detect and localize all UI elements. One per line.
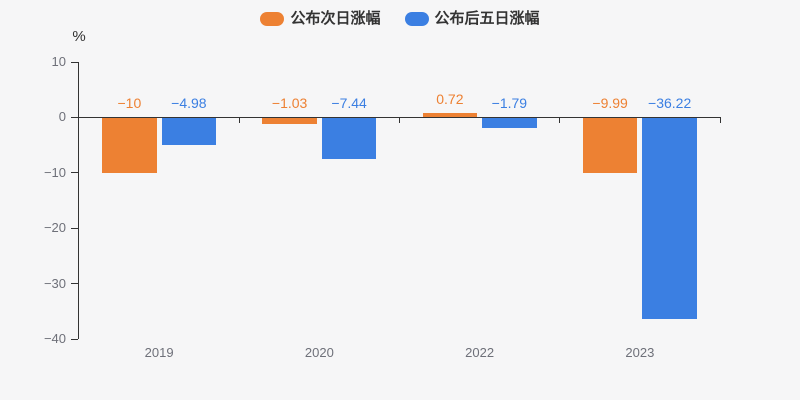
bar-公布次日涨幅-2022[interactable] [422, 113, 478, 118]
legend-label-next-day-change: 公布次日涨幅 [290, 10, 381, 27]
x-axis-tick [399, 117, 400, 124]
legend-label-five-day-change: 公布后五日涨幅 [434, 10, 540, 27]
bar-公布后五日涨幅-2019[interactable] [161, 117, 217, 146]
bar-公布后五日涨幅-2022[interactable] [482, 117, 537, 128]
x-axis-category-label: 2020 [304, 345, 334, 360]
bar-value-label: −1.79 [491, 95, 528, 112]
bar-value-label: −4.98 [171, 95, 207, 112]
bar-公布次日涨幅-2023[interactable] [582, 117, 638, 174]
y-axis-tick-label: −40 [43, 331, 66, 346]
x-axis-tick [238, 117, 240, 124]
x-axis-category-label: 2023 [625, 345, 655, 360]
bar-公布次日涨幅-2020[interactable] [262, 117, 317, 124]
y-axis-line [78, 62, 79, 339]
bar-value-label: 0.72 [436, 91, 464, 108]
y-axis-tick-label: 0 [58, 109, 66, 125]
legend-swatch-orange-icon [260, 12, 285, 26]
y-axis-tick [71, 338, 78, 340]
x-axis-tick [559, 117, 561, 124]
bar-value-label: −10 [117, 95, 142, 112]
bar-value-label: −1.03 [271, 95, 308, 112]
legend-item-next-day-change[interactable]: 公布次日涨幅 [260, 10, 381, 27]
y-axis-tick [71, 172, 78, 174]
y-axis-tick [71, 227, 78, 229]
bar-value-label: −36.22 [648, 95, 692, 112]
y-axis-tick-label: 10 [51, 54, 66, 69]
legend-swatch-blue-icon [404, 12, 429, 26]
y-axis-tick-label: −30 [43, 275, 66, 291]
bar-公布后五日涨幅-2023[interactable] [642, 117, 697, 319]
x-axis-category-label: 2019 [144, 345, 174, 360]
x-axis-tick [719, 117, 721, 124]
bar-公布次日涨幅-2019[interactable] [102, 117, 157, 174]
y-axis-tick-label: −10 [43, 164, 66, 180]
y-axis-tick [71, 116, 78, 118]
y-axis-unit-label: % [72, 28, 86, 45]
y-axis-tick [71, 61, 78, 63]
y-axis-tick [71, 283, 78, 285]
bar-value-label: −9.99 [592, 95, 628, 112]
y-axis-tick-label: −20 [43, 220, 66, 236]
x-axis-category-label: 2022 [465, 345, 495, 360]
chart-legend: 公布次日涨幅 公布后五日涨幅 [0, 9, 800, 29]
bar-value-label: −7.44 [331, 95, 367, 112]
bar-公布后五日涨幅-2020[interactable] [321, 117, 377, 160]
legend-item-five-day-change[interactable]: 公布后五日涨幅 [404, 10, 540, 27]
